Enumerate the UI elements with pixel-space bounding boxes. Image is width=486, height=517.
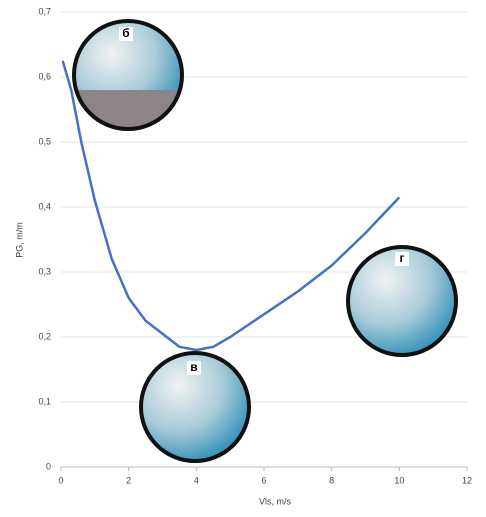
annotation: б	[122, 26, 129, 40]
y-axis-label: PG, m/m	[14, 222, 24, 258]
y-tick-label: 0,6	[38, 71, 51, 81]
y-tick-label: 0,3	[38, 266, 51, 276]
x-tick-label: 8	[329, 475, 334, 485]
photo-b: б	[70, 21, 190, 135]
y-tick-label: 0,1	[38, 396, 51, 406]
x-tick-label: 2	[126, 475, 131, 485]
y-tick-label: 0,2	[38, 331, 51, 341]
x-tick-label: 4	[194, 475, 199, 485]
y-tick-label: 0,5	[38, 136, 51, 146]
chart: Vls, m/s PG, m/m 0 0,1 0,2 0,3 0,4 0,5 0,6 0,7 0…	[0, 0, 486, 512]
x-tick-label: 0	[58, 475, 63, 485]
y-tick-label: 0	[46, 461, 51, 471]
photo-v: в	[141, 353, 249, 461]
y-tick-label: 0,7	[38, 6, 51, 16]
annotation: г	[400, 251, 405, 265]
photo-g: г	[348, 247, 456, 355]
annotation: в	[190, 360, 197, 374]
y-tick-label: 0,4	[38, 201, 51, 211]
x-tick-label: 6	[261, 475, 266, 485]
x-tick-label: 12	[462, 475, 472, 485]
x-tick-label: 10	[394, 475, 404, 485]
x-axis-label: Vls, m/s	[259, 496, 292, 506]
